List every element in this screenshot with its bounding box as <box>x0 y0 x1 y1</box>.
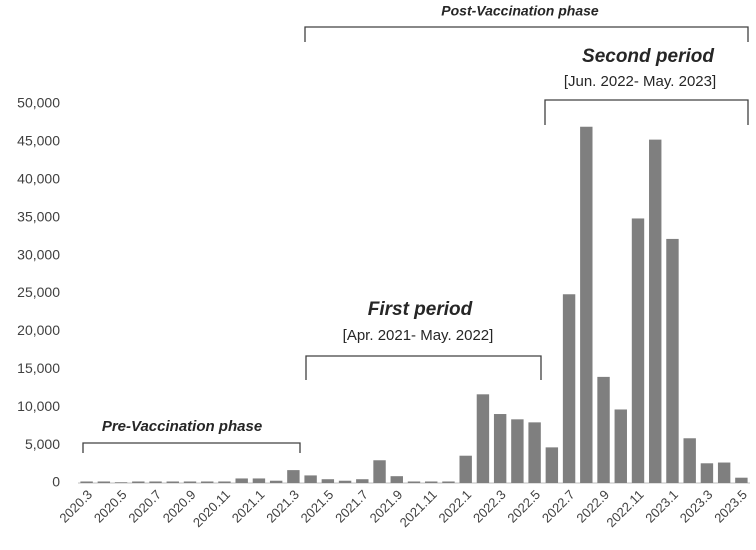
bar <box>338 480 352 483</box>
x-tick-label: 2021.11 <box>397 487 440 530</box>
bar <box>735 477 748 483</box>
x-tick-label: 2022.7 <box>539 487 578 526</box>
bar <box>252 478 266 483</box>
bracket <box>544 99 749 125</box>
annotation: Post-Vaccination phase <box>441 3 599 19</box>
bar <box>114 482 128 483</box>
y-tick-label: 25,000 <box>17 284 60 300</box>
bar <box>666 238 679 483</box>
bar <box>649 139 662 483</box>
annotation: Pre-Vaccination phase <box>102 418 262 435</box>
bar <box>528 422 541 483</box>
bar <box>356 479 369 483</box>
x-tick-label: 2021.3 <box>263 487 302 526</box>
bar <box>321 479 335 483</box>
y-tick-label: 30,000 <box>17 246 60 262</box>
bar <box>459 455 472 483</box>
bar <box>304 475 317 483</box>
y-tick-label: 10,000 <box>17 398 60 414</box>
x-tick-label: 2020.5 <box>91 487 130 526</box>
x-tick-label: 2023.1 <box>642 487 681 526</box>
bar <box>373 460 386 483</box>
bar <box>269 480 283 483</box>
bar <box>700 463 714 483</box>
bracket <box>304 26 749 42</box>
bar <box>631 218 645 483</box>
bar <box>545 447 559 483</box>
y-tick-label: 35,000 <box>17 208 60 224</box>
bar <box>562 294 576 483</box>
bar <box>476 394 490 483</box>
x-tick-label: 2022.11 <box>603 487 646 530</box>
y-tick-label: 0 <box>52 474 60 490</box>
x-tick-label: 2021.1 <box>229 487 268 526</box>
bar <box>201 481 214 483</box>
y-tick-label: 50,000 <box>17 95 60 111</box>
bar <box>407 481 421 483</box>
annotation: Second period <box>582 46 714 67</box>
bar <box>218 481 231 483</box>
bar <box>183 481 197 483</box>
bar <box>717 462 731 483</box>
y-tick-label: 15,000 <box>17 360 60 376</box>
bracket <box>305 355 542 380</box>
bar <box>80 481 93 483</box>
x-tick-label: 2021.7 <box>332 487 371 526</box>
bar <box>235 478 248 483</box>
annotation: First period <box>368 299 473 320</box>
y-tick-label: 40,000 <box>17 171 60 187</box>
x-tick-label: 2020.11 <box>190 487 233 530</box>
bar <box>580 126 593 484</box>
x-tick-label: 2020.3 <box>56 487 95 526</box>
bar <box>425 481 438 483</box>
bar <box>597 376 610 483</box>
bar <box>683 438 696 483</box>
bar <box>287 470 300 483</box>
x-tick-label: 2023.5 <box>711 487 750 526</box>
bar <box>390 476 403 483</box>
annotation: [Apr. 2021- May. 2022] <box>343 327 494 344</box>
bar <box>442 481 455 483</box>
bar <box>614 409 627 483</box>
x-tick-label: 2022.1 <box>436 487 475 526</box>
bar <box>149 481 162 483</box>
bar <box>493 414 507 483</box>
bracket <box>82 442 301 453</box>
annotation: [Jun. 2022- May. 2023] <box>564 73 716 90</box>
bar <box>511 419 524 483</box>
x-tick-label: 2020.7 <box>125 487 164 526</box>
y-tick-label: 20,000 <box>17 322 60 338</box>
y-tick-label: 5,000 <box>25 436 60 452</box>
bar <box>166 481 179 483</box>
y-tick-label: 45,000 <box>17 133 60 149</box>
x-tick-label: 2021.5 <box>298 487 337 526</box>
bar <box>97 481 111 483</box>
x-tick-label: 2022.3 <box>470 487 509 526</box>
bar <box>132 481 145 483</box>
x-tick-label: 2022.5 <box>504 487 543 526</box>
x-tick-label: 2023.3 <box>677 487 716 526</box>
